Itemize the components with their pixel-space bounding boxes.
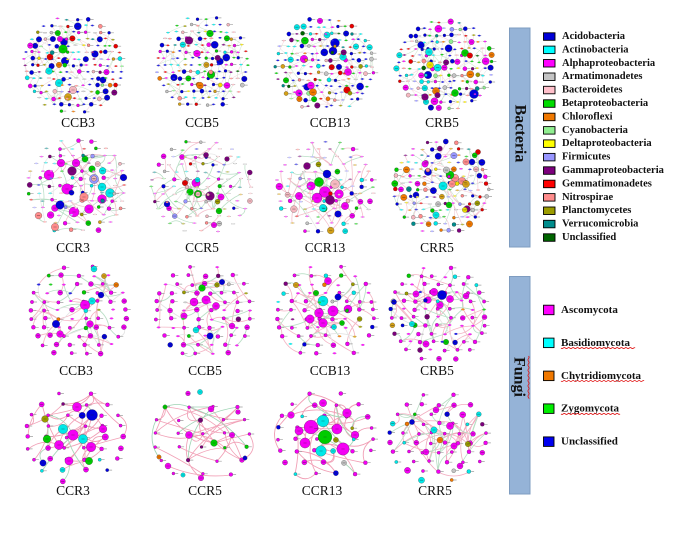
svg-text:CRB5: CRB5 bbox=[420, 363, 454, 378]
svg-text:Deltaproteobacteria: Deltaproteobacteria bbox=[562, 138, 652, 149]
svg-text:CCR3: CCR3 bbox=[56, 483, 90, 498]
svg-text:Acidobacteria: Acidobacteria bbox=[562, 31, 626, 42]
svg-text:CCB3: CCB3 bbox=[59, 363, 93, 378]
svg-text:CCR13: CCR13 bbox=[302, 483, 343, 498]
svg-text:Basidiomycota: Basidiomycota bbox=[561, 337, 631, 349]
svg-text:Gemmatimonadetes: Gemmatimonadetes bbox=[562, 178, 652, 189]
svg-text:CRR5: CRR5 bbox=[420, 240, 454, 255]
svg-text:Cyanobacteria: Cyanobacteria bbox=[562, 125, 629, 136]
svg-text:CCB5: CCB5 bbox=[188, 363, 222, 378]
svg-text:Alphaproteobacteria: Alphaproteobacteria bbox=[562, 58, 656, 69]
svg-text:Planctomycetes: Planctomycetes bbox=[562, 205, 631, 216]
svg-text:CCR13: CCR13 bbox=[305, 240, 346, 255]
svg-text:Armatimonadetes: Armatimonadetes bbox=[562, 71, 642, 82]
svg-text:Unclassified: Unclassified bbox=[562, 232, 616, 243]
svg-text:CRR5: CRR5 bbox=[418, 483, 452, 498]
svg-text:CCR3: CCR3 bbox=[56, 240, 90, 255]
svg-text:Verrucomicrobia: Verrucomicrobia bbox=[562, 219, 639, 230]
svg-text:Betaproteobacteria: Betaproteobacteria bbox=[562, 98, 649, 109]
svg-text:CCR5: CCR5 bbox=[188, 483, 222, 498]
svg-text:Bacteria: Bacteria bbox=[512, 105, 529, 163]
svg-text:Firmicutes: Firmicutes bbox=[562, 152, 610, 163]
svg-text:Bacteroidetes: Bacteroidetes bbox=[562, 85, 622, 96]
svg-text:Actinobacteria: Actinobacteria bbox=[562, 44, 629, 55]
svg-text:Nitrospirae: Nitrospirae bbox=[562, 192, 613, 203]
svg-text:CCB13: CCB13 bbox=[310, 115, 351, 130]
svg-text:Chloroflexi: Chloroflexi bbox=[562, 111, 613, 122]
svg-text:Zygomycota: Zygomycota bbox=[561, 403, 620, 415]
svg-text:CCB5: CCB5 bbox=[185, 115, 219, 130]
svg-text:CCB3: CCB3 bbox=[61, 115, 95, 130]
svg-text:Fungi: Fungi bbox=[511, 357, 528, 398]
svg-text:CRB5: CRB5 bbox=[425, 115, 459, 130]
svg-text:Chytridiomycota: Chytridiomycota bbox=[561, 370, 642, 382]
svg-text:Unclassified: Unclassified bbox=[561, 436, 618, 448]
svg-text:CCR5: CCR5 bbox=[185, 240, 219, 255]
svg-text:Ascomycota: Ascomycota bbox=[561, 304, 618, 316]
svg-text:CCB13: CCB13 bbox=[310, 363, 351, 378]
svg-text:Gammaproteobacteria: Gammaproteobacteria bbox=[562, 165, 665, 176]
